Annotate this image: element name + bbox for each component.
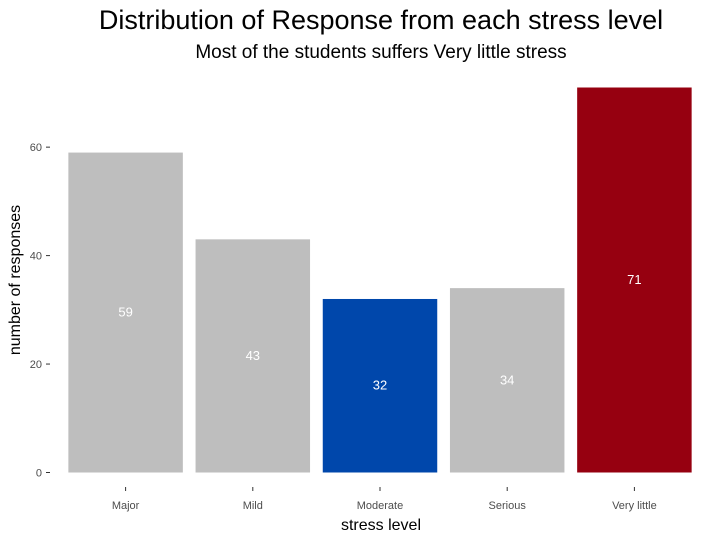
plot-area: 0 20 40 60 59 Major 43 Mild 32 Moderate 34 Serious 7… — [30, 87, 692, 512]
bar-serious — [449, 288, 565, 473]
bar-major — [68, 152, 183, 473]
y-tick-label: 40 — [30, 251, 42, 263]
data-label: 34 — [500, 372, 514, 387]
data-label: 43 — [246, 348, 260, 363]
x-tick-label: Very little — [612, 500, 657, 512]
data-label: 59 — [118, 305, 132, 320]
x-tick-label: Serious — [489, 500, 527, 512]
x-tick-label: Major — [112, 500, 140, 512]
y-tick-label: 60 — [30, 142, 42, 154]
x-axis-title: stress level — [341, 517, 421, 534]
chart-subtitle: Most of the students suffers Very little… — [195, 42, 566, 63]
x-tick-label: Moderate — [357, 500, 403, 512]
y-tick-label: 0 — [36, 468, 42, 480]
chart-title: Distribution of Response from each stres… — [99, 5, 663, 35]
bar-very-little — [577, 87, 692, 473]
x-tick-label: Mild — [243, 500, 263, 512]
y-axis-title: number of responses — [7, 205, 24, 355]
bar-mild — [195, 239, 311, 473]
bar-moderate — [322, 298, 438, 473]
y-tick-label: 20 — [30, 359, 42, 371]
data-label: 32 — [373, 378, 387, 393]
data-label: 71 — [627, 272, 641, 287]
